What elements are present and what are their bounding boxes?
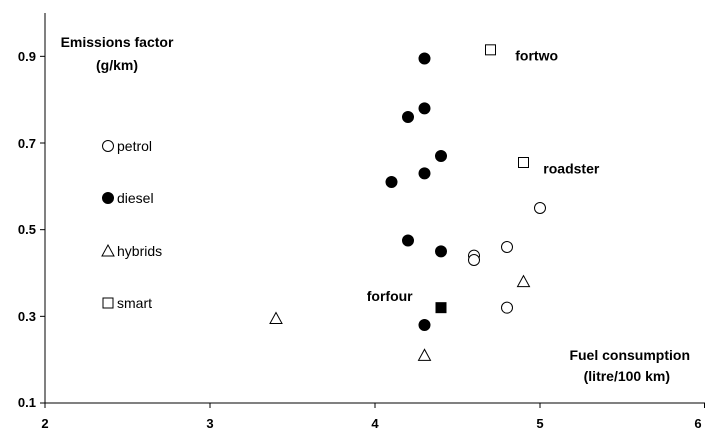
legend-petrol-label: petrol <box>117 138 152 154</box>
y-axis-title-line1: Emissions factor <box>61 34 174 50</box>
circle-filled-point <box>402 111 414 123</box>
circle-filled-point <box>385 176 398 188</box>
legend-diesel-marker <box>102 192 114 204</box>
circle-open-point <box>501 241 513 253</box>
annotation-forfour: forfour <box>367 288 413 304</box>
circle-filled-point <box>418 52 431 65</box>
square-filled-point <box>435 302 447 314</box>
y-tick-label: 0.7 <box>18 136 36 151</box>
y-tick-label: 0.9 <box>18 49 36 64</box>
circle-filled-point <box>435 245 447 258</box>
x-ticks <box>44 403 705 408</box>
annotation-roadster: roadster <box>543 160 600 176</box>
annotation-fortwo: fortwo <box>515 48 558 64</box>
circle-open-point <box>534 202 546 214</box>
legend-hybrids-marker <box>101 243 115 257</box>
triangle-open-point <box>417 348 432 361</box>
x-axis-title-line2: (litre/100 km) <box>584 368 670 384</box>
x-tick-label: 4 <box>371 416 379 431</box>
circle-filled-point <box>418 102 431 115</box>
legend-petrol-marker <box>102 140 114 152</box>
y-tick-label: 0.1 <box>18 395 36 410</box>
y-tick-label: 0.5 <box>18 222 36 237</box>
circle-filled-point <box>402 234 414 247</box>
legend: petrol diesel hybrids smart <box>101 138 162 311</box>
triangle-open-point <box>516 274 531 288</box>
y-axis-title-line2: (g/km) <box>96 57 138 73</box>
x-tick-label: 3 <box>206 416 213 431</box>
circle-filled-point <box>418 167 431 180</box>
circle-filled-point <box>435 150 447 162</box>
legend-diesel-label: diesel <box>117 190 154 206</box>
y-ticks <box>40 55 45 404</box>
circle-filled-point <box>418 319 431 331</box>
square-open-point <box>518 157 529 168</box>
legend-hybrids-label: hybrids <box>117 243 162 259</box>
x-axis-title-line1: Fuel consumption <box>569 347 690 363</box>
x-tick-label: 5 <box>536 416 543 431</box>
x-tick-label: 2 <box>41 416 48 431</box>
circle-open-point <box>468 254 480 266</box>
data-points <box>269 44 546 361</box>
legend-smart-label: smart <box>117 295 152 311</box>
legend-smart-marker <box>102 297 114 309</box>
y-tick-label: 0.3 <box>18 309 36 324</box>
triangle-open-point <box>269 311 283 324</box>
square-open-point <box>485 44 496 56</box>
x-tick-label: 6 <box>694 416 701 431</box>
circle-open-point <box>501 301 513 314</box>
